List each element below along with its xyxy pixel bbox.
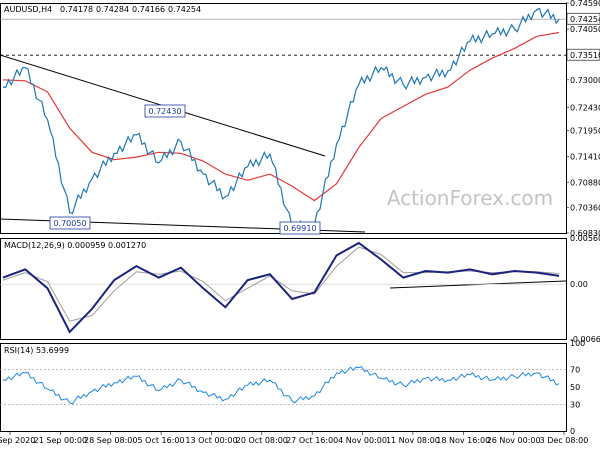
annotation-box-1 [49, 216, 91, 230]
rsi-line [2, 365, 560, 405]
price-header-value-1: 0.74284 [96, 5, 129, 14]
annotation-box-0 [144, 104, 186, 118]
x-tick-label-10: 26 Nov 00:00 [487, 436, 541, 445]
last-price-box [566, 12, 600, 25]
price-header-value-0: 0.74178 [60, 5, 93, 14]
level-price-box [566, 48, 600, 61]
x-tick-label-8: 11 Nov 08:00 [386, 436, 440, 445]
rsi-y-tick-label-4: 0 [570, 427, 575, 436]
macd-y-tick-label-1: 0.00 [570, 280, 588, 289]
annotation-box-2 [279, 221, 321, 235]
x-tick-label-6: 27 Oct 16:00 [286, 436, 338, 445]
annotation-label-0: 0.72430 [148, 107, 181, 116]
macd-title: MACD(12,26,9) 0.000959 0.001270 [4, 241, 146, 250]
x-tick-label-2: 28 Sep 08:00 [84, 436, 137, 445]
x-tick-label-11: 3 Dec 08:00 [540, 436, 589, 445]
price-series-line [2, 7, 560, 234]
rsi-title: RSI(14) 53.6999 [4, 346, 69, 355]
x-tick-label-5: 20 Oct 08:00 [236, 436, 288, 445]
x-tick-label-3: 5 Oct 16:00 [138, 436, 185, 445]
annotation-label-2: 0.69910 [283, 224, 316, 233]
price-header-value-2: 0.74166 [132, 5, 165, 14]
x-tick-label-1: 21 Sep 00:00 [34, 436, 87, 445]
price-y-tick-label-7: 0.70880 [570, 178, 600, 187]
price-y-tick-label-5: 0.71950 [570, 127, 600, 136]
x-tick-label-9: 18 Nov 16:00 [436, 436, 490, 445]
price-title: AUDUSD,H4 [4, 5, 52, 14]
price-y-tick-label-9: 0.69830 [570, 229, 600, 238]
annotation-label-1: 0.70050 [53, 219, 86, 228]
price-moving-average-line [2, 31, 560, 202]
macd-signal-line [2, 246, 560, 322]
pane-frame-0 [0, 3, 567, 234]
level-price-label: 0.73510 [570, 51, 600, 60]
rsi-y-tick-label-2: 50 [570, 383, 580, 392]
price-y-tick-label-3: 0.73000 [570, 76, 600, 85]
price-header-value-3: 0.74254 [168, 5, 201, 14]
watermark: ActionForex.com [387, 186, 553, 210]
x-tick-label-0: 11 Sep 2020 [0, 436, 35, 445]
macd-y-tick-label-2: -0.006656 [570, 335, 600, 344]
macd-y-tick-label-0: 0.005607 [570, 234, 600, 243]
rsi-y-tick-label-1: 70 [570, 365, 580, 374]
x-tick-label-7: 4 Nov 00:00 [338, 436, 387, 445]
pane-frame-2 [0, 343, 567, 432]
price-y-tick-label-6: 0.71410 [570, 153, 600, 162]
rsi-y-tick-label-3: 30 [570, 401, 580, 410]
macd-main-line [2, 241, 560, 334]
macd-trendline [389, 280, 567, 289]
last-price-label: 0.74254 [570, 15, 600, 24]
rsi-y-tick-label-0: 100 [570, 339, 585, 348]
price-y-tick-label-1: 0.74050 [570, 25, 600, 34]
x-tick-label-4: 13 Oct 00:00 [185, 436, 237, 445]
price-y-tick-label-4: 0.72430 [570, 103, 600, 112]
price-y-tick-label-0: 0.74590 [570, 0, 600, 8]
price-y-tick-label-8: 0.70360 [570, 203, 600, 212]
